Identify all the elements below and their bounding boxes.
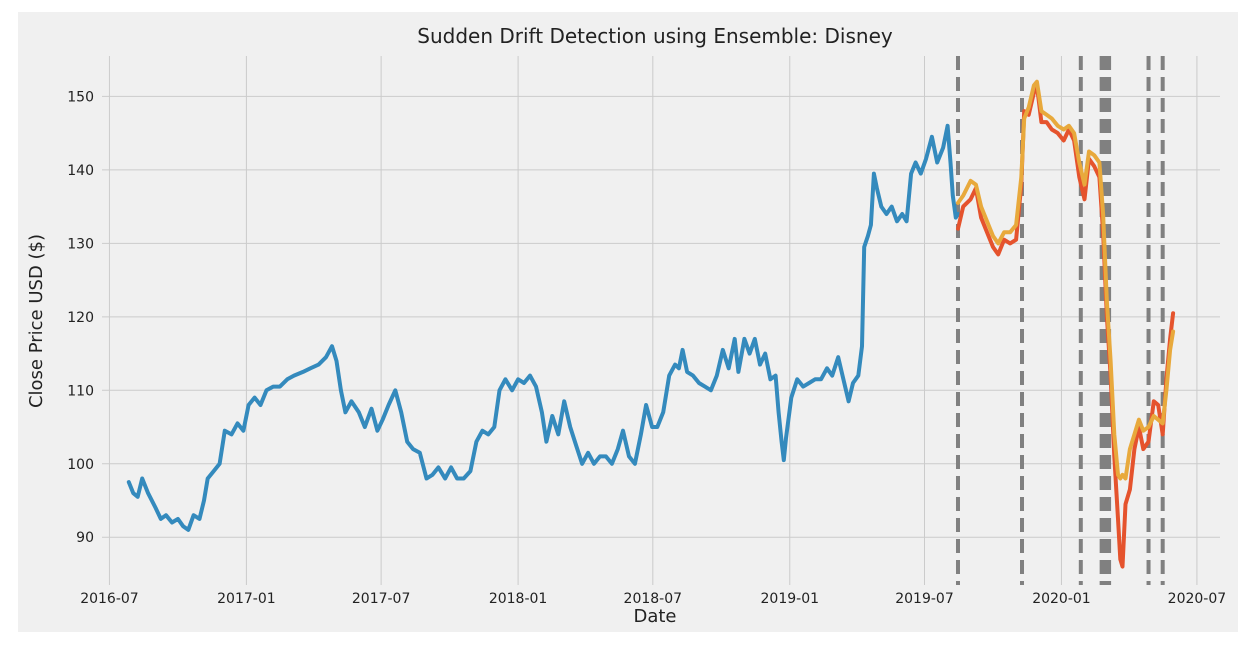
y-tick-label: 140	[67, 163, 94, 179]
x-tick-label: 2016-07	[80, 591, 139, 607]
x-tick-label: 2017-07	[352, 591, 411, 607]
y-tick-label: 100	[67, 457, 94, 473]
series-line-1	[126, 123, 960, 532]
y-tick-label: 120	[67, 310, 94, 326]
y-tick-label: 90	[76, 530, 94, 546]
y-axis-label: Close Price USD ($)	[26, 234, 47, 408]
series-layer	[126, 79, 1176, 569]
y-tick-label: 110	[67, 383, 94, 399]
grid-layer	[102, 56, 1220, 585]
x-tick-label: 2018-07	[624, 591, 683, 607]
x-tick-label: 2017-01	[217, 591, 276, 607]
chart-title: Sudden Drift Detection using Ensemble: D…	[417, 24, 893, 48]
x-tick-label: 2018-01	[489, 591, 548, 607]
series-line-3	[956, 79, 1176, 481]
y-tick-label: 150	[67, 89, 94, 105]
x-tick-label: 2019-01	[761, 591, 820, 607]
tick-layer: 2016-07 2017-01 2017-07 2018-01 2018-07 2019-…	[67, 89, 1226, 607]
x-tick-label: 2020-01	[1032, 591, 1091, 607]
x-tick-label: 2020-07	[1168, 591, 1227, 607]
series-line-2	[956, 83, 1176, 569]
chart-figure: 2016-07 2017-01 2017-07 2018-01 2018-07 2019-…	[18, 12, 1238, 632]
chart-svg: 2016-07 2017-01 2017-07 2018-01 2018-07 2019-…	[26, 24, 1226, 627]
x-tick-label: 2019-07	[895, 591, 954, 607]
y-tick-label: 130	[67, 236, 94, 252]
x-axis-label: Date	[633, 606, 676, 627]
